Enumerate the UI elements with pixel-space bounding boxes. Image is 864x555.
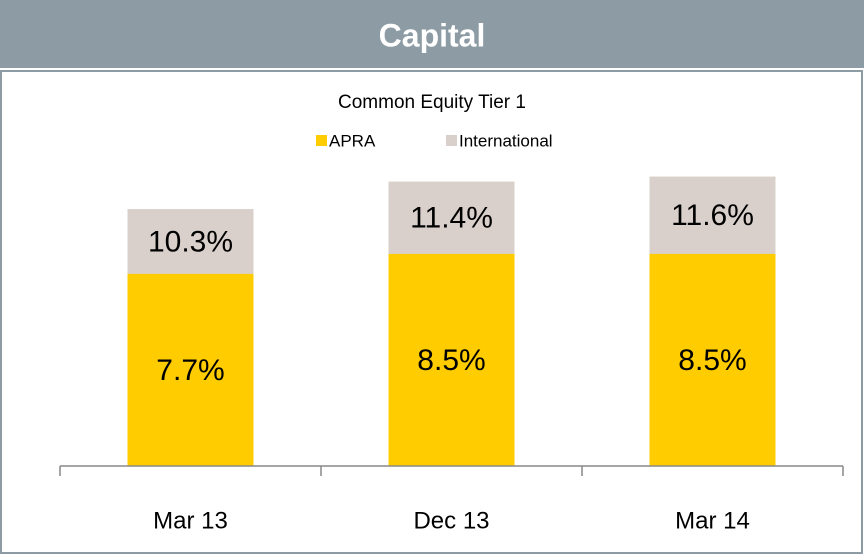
value-label: 10.3% [148,225,233,258]
x-tick-label: Dec 13 [413,507,489,534]
bar [649,253,776,466]
chart-title: Common Equity Tier 1 [338,92,526,113]
bar [127,273,254,466]
panel-border [0,70,863,554]
legend-label: APRA [329,131,376,150]
bar [388,253,515,466]
value-label: 11.6% [671,199,754,232]
value-label: 7.7% [156,354,224,387]
value-label: 11.4% [410,202,493,235]
value-label: 8.5% [678,344,746,377]
header-title: Capital [379,17,486,53]
value-label: 8.5% [417,344,485,377]
x-tick-label: Mar 13 [153,507,228,534]
x-tick-label: Mar 14 [675,507,750,534]
legend-label: International [459,131,553,150]
legend-swatch [316,135,327,146]
header-bar [0,0,864,68]
legend-swatch [446,135,457,146]
